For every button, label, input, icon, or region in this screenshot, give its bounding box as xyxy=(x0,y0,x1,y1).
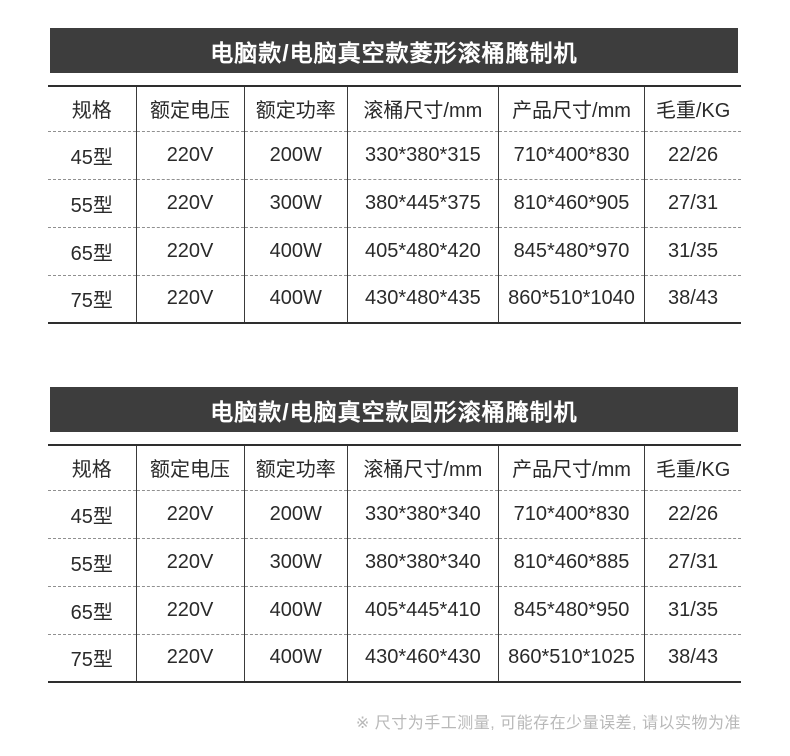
column-header-product-size: 产品尺寸/mm xyxy=(497,86,645,131)
spec-section-round-drum: 电脑款/电脑真空款圆形滚桶腌制机 规格 额定电压 额定功率 滚桶尺寸/mm 产品… xyxy=(0,324,790,683)
table-cell: 860*510*1040 xyxy=(497,275,645,323)
table-cell: 200W xyxy=(243,131,348,179)
table-cell: 330*380*340 xyxy=(346,490,499,538)
table-cell: 220V xyxy=(135,634,245,682)
spec-table-diamond: 规格 额定电压 额定功率 滚桶尺寸/mm 产品尺寸/mm 毛重/KG 45型 2… xyxy=(48,85,741,324)
table-cell: 31/35 xyxy=(644,227,741,275)
table-cell: 45型 xyxy=(70,505,113,528)
column-header-power: 额定功率 xyxy=(243,86,348,131)
table-cell: 710*400*830 xyxy=(497,490,645,538)
table-cell: 300W xyxy=(243,179,348,227)
table-row: 45型 220V 200W 330*380*315 710*400*830 22… xyxy=(48,131,741,179)
table-cell: 300W xyxy=(243,538,348,586)
table-cell: 220V xyxy=(135,490,245,538)
table-cell: 380*445*375 xyxy=(346,179,499,227)
table-cell: 405*480*420 xyxy=(346,227,499,275)
table-cell: 55型 xyxy=(70,194,113,217)
table-cell: 810*460*905 xyxy=(497,179,645,227)
table-title: 电脑款/电脑真空款菱形滚桶腌制机 xyxy=(210,39,578,66)
table-cell: 845*480*970 xyxy=(497,227,645,275)
column-header-product-size: 产品尺寸/mm xyxy=(497,445,645,490)
footnote-text: ※ 尺寸为手工测量, 可能存在少量误差, 请以实物为准 xyxy=(355,715,741,732)
table-cell: 75型 xyxy=(70,649,113,672)
column-header-gross-weight: 毛重/KG xyxy=(644,445,741,490)
table-cell: 220V xyxy=(135,586,245,634)
column-header-voltage: 额定电压 xyxy=(135,445,245,490)
table-cell: 400W xyxy=(243,634,348,682)
table-cell: 55型 xyxy=(70,553,113,576)
table-cell: 27/31 xyxy=(644,538,741,586)
table-cell: 27/31 xyxy=(644,179,741,227)
table-cell: 430*460*430 xyxy=(346,634,499,682)
table-cell: 380*380*340 xyxy=(346,538,499,586)
table-cell: 75型 xyxy=(70,290,113,313)
table-cell: 220V xyxy=(135,131,245,179)
header-row: 规格 额定电压 额定功率 滚桶尺寸/mm 产品尺寸/mm 毛重/KG xyxy=(48,445,741,490)
table-cell: 22/26 xyxy=(644,490,741,538)
table-cell: 400W xyxy=(243,227,348,275)
table-row: 45型 220V 200W 330*380*340 710*400*830 22… xyxy=(48,490,741,538)
table-cell: 220V xyxy=(135,179,245,227)
table-cell: 860*510*1025 xyxy=(497,634,645,682)
table-cell: 38/43 xyxy=(644,634,741,682)
table-cell: 810*460*885 xyxy=(497,538,645,586)
column-header-voltage: 额定电压 xyxy=(135,86,245,131)
table-cell: 845*480*950 xyxy=(497,586,645,634)
table-row: 75型 220V 400W 430*460*430 860*510*1025 3… xyxy=(48,634,741,682)
table-cell: 220V xyxy=(135,227,245,275)
column-header-power: 额定功率 xyxy=(243,445,348,490)
table-cell: 65型 xyxy=(70,242,113,265)
table-cell: 430*480*435 xyxy=(346,275,499,323)
column-header-drum-size: 滚桶尺寸/mm xyxy=(346,445,499,490)
table-row: 55型 220V 300W 380*380*340 810*460*885 27… xyxy=(48,538,741,586)
table-cell: 405*445*410 xyxy=(346,586,499,634)
table-row: 75型 220V 400W 430*480*435 860*510*1040 3… xyxy=(48,275,741,323)
header-row: 规格 额定电压 额定功率 滚桶尺寸/mm 产品尺寸/mm 毛重/KG xyxy=(48,86,741,131)
table-row: 55型 220V 300W 380*445*375 810*460*905 27… xyxy=(48,179,741,227)
column-header-spec: 规格 xyxy=(71,100,112,123)
table-cell: 200W xyxy=(243,490,348,538)
spec-section-diamond-drum: 电脑款/电脑真空款菱形滚桶腌制机 规格 额定电压 额定功率 滚桶尺寸/mm 产品… xyxy=(0,0,790,324)
column-header-gross-weight: 毛重/KG xyxy=(644,86,741,131)
table-title: 电脑款/电脑真空款圆形滚桶腌制机 xyxy=(210,398,578,425)
table-row: 65型 220V 400W 405*445*410 845*480*950 31… xyxy=(48,586,741,634)
table-cell: 65型 xyxy=(70,601,113,624)
column-header-drum-size: 滚桶尺寸/mm xyxy=(346,86,499,131)
table-cell: 220V xyxy=(135,275,245,323)
table-cell: 38/43 xyxy=(644,275,741,323)
table-cell: 31/35 xyxy=(644,586,741,634)
table-cell: 45型 xyxy=(70,146,113,169)
table-cell: 330*380*315 xyxy=(346,131,499,179)
table-row: 65型 220V 400W 405*480*420 845*480*970 31… xyxy=(48,227,741,275)
column-header-spec: 规格 xyxy=(71,459,112,482)
spec-table-round: 规格 额定电压 额定功率 滚桶尺寸/mm 产品尺寸/mm 毛重/KG 45型 2… xyxy=(48,444,741,683)
table-title-bar: 电脑款/电脑真空款菱形滚桶腌制机 xyxy=(50,28,738,73)
table-cell: 710*400*830 xyxy=(497,131,645,179)
table-cell: 220V xyxy=(135,538,245,586)
table-cell: 400W xyxy=(243,275,348,323)
table-cell: 400W xyxy=(243,586,348,634)
table-title-bar: 电脑款/电脑真空款圆形滚桶腌制机 xyxy=(50,387,738,432)
table-cell: 22/26 xyxy=(644,131,741,179)
